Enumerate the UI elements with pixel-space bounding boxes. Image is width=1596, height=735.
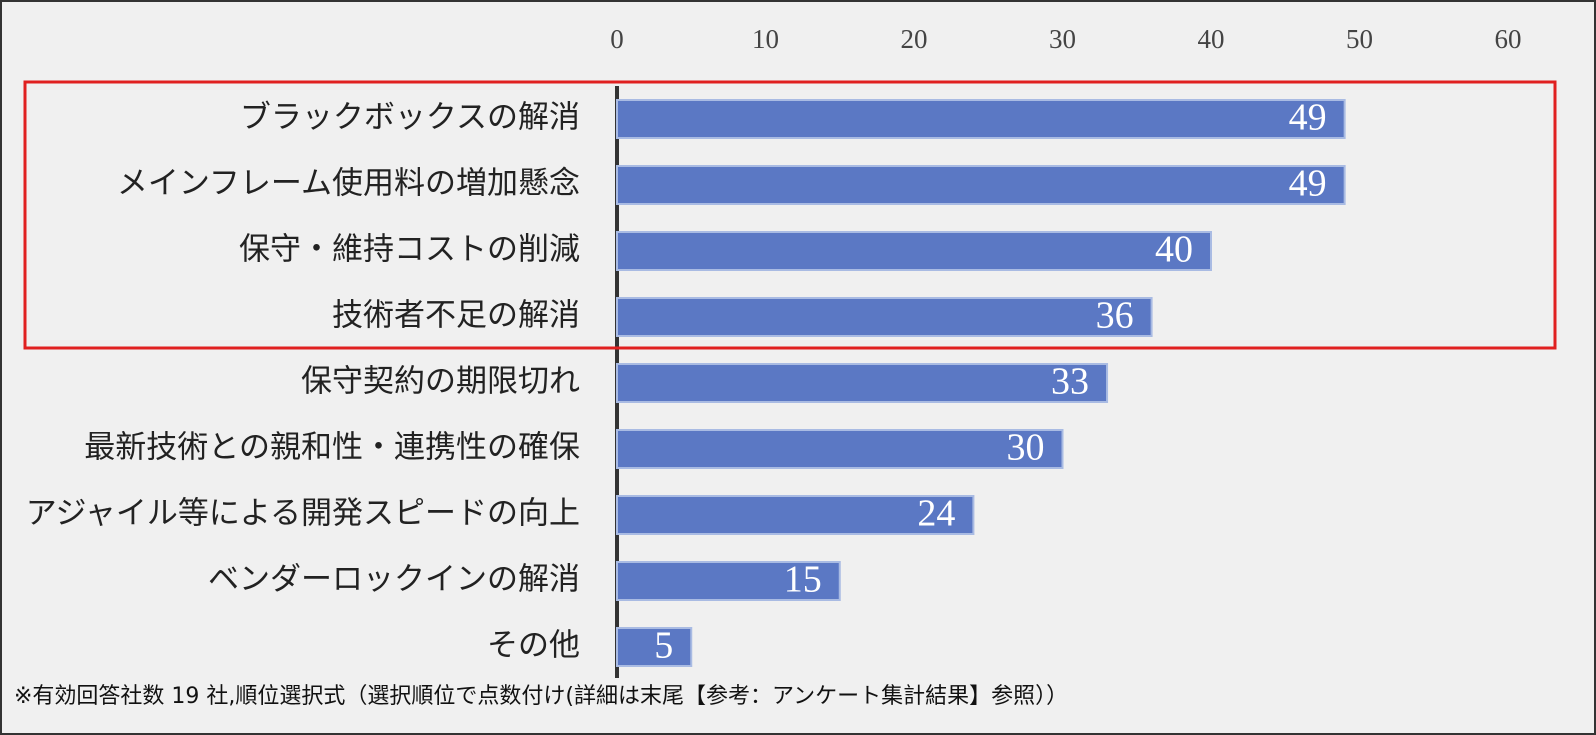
x-tick-label: 30 [1049,24,1076,54]
x-tick-label: 10 [752,24,779,54]
category-label: 保守・維持コストの削減 [239,232,580,268]
x-tick-label: 60 [1495,24,1522,54]
category-label: その他 [487,628,580,664]
value-label: 30 [1007,427,1045,469]
category-label: アジャイル等による開発スピードの向上 [26,496,580,532]
bar [616,165,1346,205]
bar [616,231,1212,271]
value-label: 49 [1289,97,1327,139]
footnote: ※有効回答社数 19 社,順位選択式（選択順位で点数付け(詳細は末尾【参考：アン… [14,684,1068,709]
value-label: 24 [917,493,955,535]
bar [616,363,1109,403]
value-label: 15 [784,559,822,601]
bar [616,429,1064,469]
value-label: 49 [1289,163,1327,205]
x-tick-label: 50 [1346,24,1373,54]
bar [616,495,975,535]
value-label: 40 [1155,229,1193,271]
category-label: ベンダーロックインの解消 [208,562,580,598]
category-label: メインフレーム使用料の増加懸念 [117,166,580,202]
category-label: 保守契約の期限切れ [301,364,580,400]
value-label: 33 [1051,361,1089,403]
category-label: 技術者不足の解消 [332,298,580,334]
highlight-box [23,80,1557,350]
bar [616,561,841,601]
value-label: 5 [654,625,673,667]
bar [616,297,1153,337]
x-tick-label: 0 [610,24,624,54]
bar [616,627,693,667]
x-tick-label: 20 [901,24,928,54]
category-label: 最新技術との親和性・連携性の確保 [84,430,580,466]
category-label: ブラックボックスの解消 [240,100,580,136]
value-label: 36 [1096,295,1134,337]
x-tick-label: 40 [1198,24,1225,54]
bar [616,99,1346,139]
